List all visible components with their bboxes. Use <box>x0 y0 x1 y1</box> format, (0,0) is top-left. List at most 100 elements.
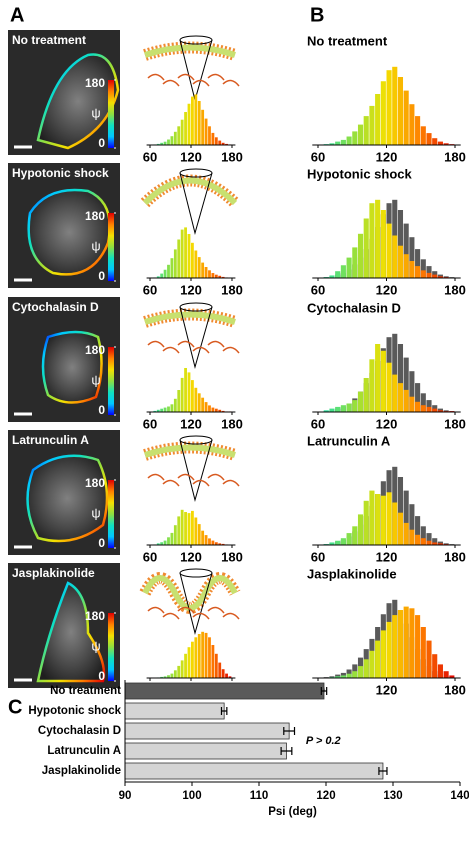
histogram-bar <box>357 666 364 678</box>
histogram-bar <box>432 542 438 545</box>
histogram-bar <box>369 105 375 145</box>
histogram-bar <box>194 94 198 145</box>
x-tick-label: 140 <box>450 790 469 802</box>
histogram-bar <box>409 396 415 412</box>
membrane-cartoon <box>139 568 241 635</box>
membrane-cartoon <box>143 435 240 502</box>
histogram-bar <box>173 131 177 145</box>
histogram-bar <box>170 532 174 545</box>
colorbar-label: 0 <box>98 536 105 550</box>
histogram-bar <box>160 273 164 278</box>
histogram-bar <box>335 141 341 145</box>
histogram-bar <box>420 270 426 278</box>
histogram-bar <box>340 538 346 545</box>
x-tick-label: 180 <box>221 416 243 431</box>
histogram-bar <box>184 512 187 545</box>
image-title: Jasplakinolide <box>12 566 95 580</box>
histogram-bar <box>177 239 181 278</box>
histogram-bar <box>432 274 438 278</box>
reference-bar <box>415 383 421 412</box>
x-tick-label: 120 <box>376 549 398 564</box>
category-label: Latrunculin A <box>47 745 121 757</box>
histogram-bar <box>352 131 358 145</box>
histogram-bar <box>329 275 335 278</box>
histogram-bar <box>375 494 381 545</box>
colorbar-symbol: ψ <box>91 238 100 253</box>
actin <box>207 340 225 348</box>
membrane-cartoon <box>140 168 240 235</box>
histogram-bar <box>218 140 222 145</box>
histogram-bar <box>409 608 415 678</box>
x-tick-label: 130 <box>383 790 402 802</box>
histogram-bar <box>156 143 160 145</box>
histogram-bar <box>403 389 409 412</box>
colorbar-label: 0 <box>98 403 105 417</box>
actin <box>162 479 180 487</box>
reference-bar <box>397 344 404 412</box>
category-label: No treatment <box>50 685 121 697</box>
colorbar-label: 0 <box>98 269 105 283</box>
error-bar <box>378 767 388 775</box>
histogram-bar <box>426 133 432 145</box>
error-bar <box>320 687 328 695</box>
histogram-bar <box>369 650 375 678</box>
histogram-bar <box>201 397 205 412</box>
histogram-bar <box>340 139 346 145</box>
histogram-bar <box>214 653 218 678</box>
histogram-bar <box>335 676 341 678</box>
x-tick-label: 60 <box>143 416 157 431</box>
histogram-bar <box>380 350 386 412</box>
actin <box>207 606 225 614</box>
histogram-bar <box>194 517 198 545</box>
histogram-bar <box>415 615 421 678</box>
histogram-bar <box>397 245 404 278</box>
reference-bar <box>420 393 426 412</box>
histogram-bar <box>167 406 170 412</box>
cone-top <box>179 568 213 578</box>
histogram-bar <box>221 276 225 278</box>
actin <box>192 79 210 87</box>
histogram-bar <box>201 530 205 545</box>
histogram-bar <box>211 132 215 145</box>
histogram-bar <box>177 126 181 145</box>
histogram-bar <box>170 673 174 678</box>
membrane-core <box>144 44 236 58</box>
histogram-bar <box>180 660 184 678</box>
cell-body <box>43 332 102 403</box>
histogram-bar <box>437 276 443 278</box>
x-tick-label: 110 <box>250 790 269 802</box>
histogram-bar <box>386 362 392 412</box>
histogram-bar <box>156 409 160 412</box>
histogram-bar <box>352 526 358 545</box>
histogram-bar <box>437 410 443 412</box>
histogram-bar <box>386 70 392 145</box>
reference-bar <box>432 538 438 545</box>
membrane-outline <box>41 330 103 404</box>
histogram-bar <box>335 406 341 412</box>
histogram-bar <box>184 368 187 412</box>
reference-bar <box>415 516 421 545</box>
colorbar <box>108 347 114 415</box>
histogram-bar <box>386 492 392 545</box>
chart-title: Latrunculin A <box>307 433 391 448</box>
actin <box>192 346 210 354</box>
histogram-bar <box>191 641 194 678</box>
x-tick-label: 120 <box>376 682 398 697</box>
histogram-bar <box>191 380 194 412</box>
histogram-bar <box>363 659 369 678</box>
cell-body <box>28 189 110 275</box>
histogram-bar <box>211 407 215 412</box>
histogram-bar <box>225 673 228 678</box>
colorbar-symbol: ψ <box>91 505 100 520</box>
histogram-bar <box>329 408 335 412</box>
x-tick-label: 60 <box>311 149 325 164</box>
actin <box>147 606 165 614</box>
histogram-bar <box>346 136 352 145</box>
histogram-bar <box>160 408 164 412</box>
histogram-bar <box>170 258 174 278</box>
histogram-bar <box>340 675 346 678</box>
actin <box>147 73 165 81</box>
bar <box>124 762 384 780</box>
bar <box>124 702 225 720</box>
